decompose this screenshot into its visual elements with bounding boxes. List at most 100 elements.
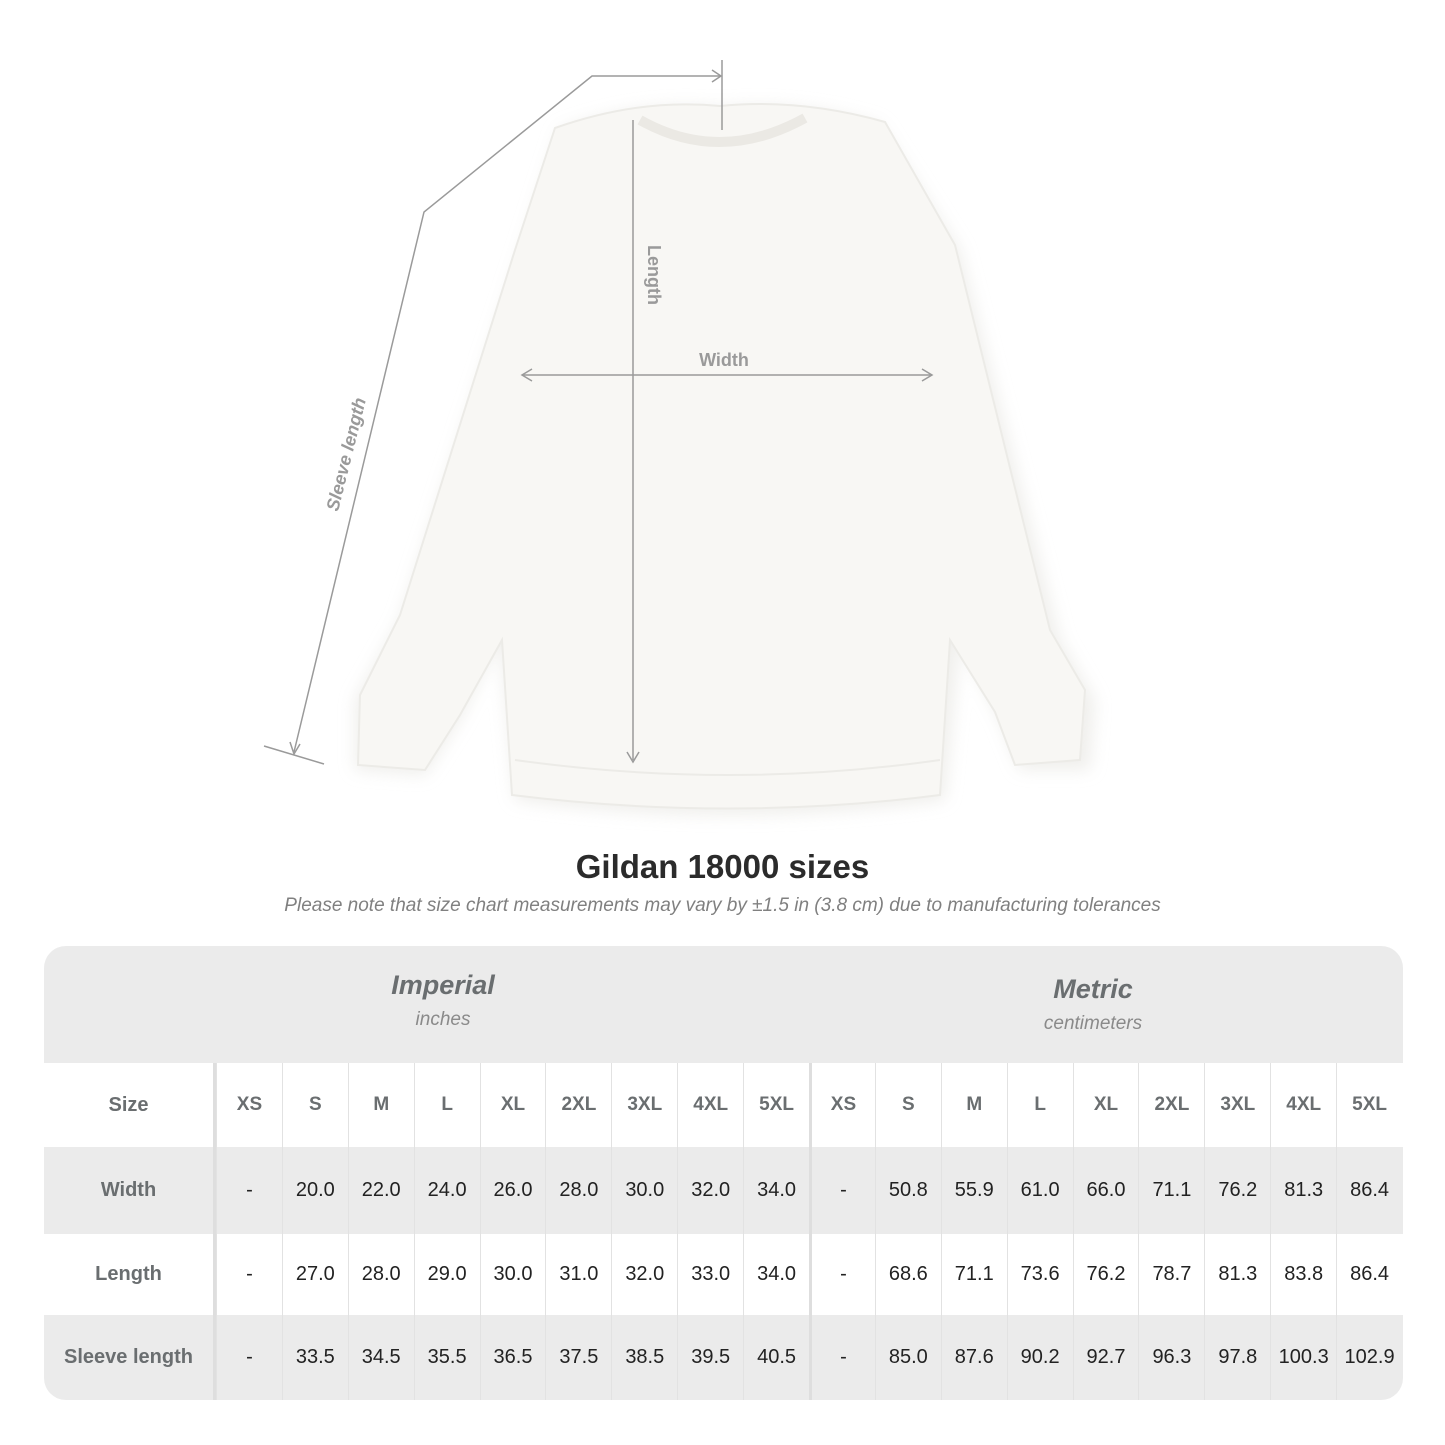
size-header-cell: S: [281, 1063, 348, 1147]
size-header-cell: M: [347, 1063, 414, 1147]
width-arrow-right: [921, 368, 934, 382]
imperial-cell: -: [216, 1234, 282, 1315]
size-header-cell: 2XL: [1138, 1063, 1204, 1147]
size-header-cell: 3XL: [611, 1063, 677, 1147]
imperial-cell: 32.0: [677, 1147, 743, 1234]
imperial-cell: 20.0: [281, 1147, 348, 1234]
table-row: Length -27.0 28.0 29.0 30.0 31.0 32.0 33.0 34.0-…: [44, 1234, 1403, 1315]
imperial-title: Imperial: [391, 970, 495, 1000]
row-label: Length: [44, 1234, 216, 1315]
size-header-cell: L: [1006, 1063, 1073, 1147]
metric-cell: 96.3: [1138, 1315, 1204, 1400]
size-header-cell: M: [940, 1063, 1007, 1147]
metric-cell: 71.1: [940, 1234, 1007, 1315]
size-header-cell: 3XL: [1204, 1063, 1270, 1147]
size-header-cell: 4XL: [1270, 1063, 1336, 1147]
metric-cell: 90.2: [1006, 1315, 1073, 1400]
imperial-cell: 26.0: [479, 1147, 546, 1234]
sleeve-arrow-bottom: [289, 741, 301, 756]
size-header-cell: 2XL: [545, 1063, 611, 1147]
width-arrow-left: [520, 368, 533, 382]
imperial-cell: 38.5: [611, 1315, 677, 1400]
metric-cell: 76.2: [1072, 1234, 1139, 1315]
size-header-cell: 4XL: [677, 1063, 743, 1147]
metric-cell: 61.0: [1006, 1147, 1073, 1234]
imperial-cell: 29.0: [413, 1234, 480, 1315]
sleeve-line: [293, 75, 720, 753]
size-header-row: Size XS S M L XL 2XL 3XL 4XL 5XL XS S M L XL 2XL 3XL 4XL 5…: [44, 1063, 1403, 1147]
sleeve-arrow-top: [711, 69, 723, 83]
width-label: Width: [699, 350, 749, 370]
metric-cell: 83.8: [1270, 1234, 1336, 1315]
tolerance-note: Please note that size chart measurements…: [284, 895, 1161, 916]
imperial-cell: -: [216, 1315, 282, 1400]
row-label: Width: [44, 1147, 216, 1234]
imperial-cell: 35.5: [413, 1315, 480, 1400]
imperial-cell: 36.5: [479, 1315, 546, 1400]
size-header-cell: 5XL: [1336, 1063, 1402, 1147]
imperial-cell: 27.0: [281, 1234, 348, 1315]
imperial-cell: 33.0: [677, 1234, 743, 1315]
measurement-lines: [263, 60, 934, 765]
row-label: Size: [44, 1063, 216, 1147]
metric-cell: -: [809, 1147, 875, 1234]
length-arrow: [626, 751, 640, 764]
metric-cell: 81.3: [1270, 1147, 1336, 1234]
sweatshirt-illustration: Length Width Sleeve length: [263, 60, 1095, 815]
metric-cell: 97.8: [1204, 1315, 1270, 1400]
imperial-cell: 30.0: [479, 1234, 546, 1315]
length-label: Length: [644, 245, 664, 305]
metric-cell: -: [809, 1315, 875, 1400]
metric-cell: 92.7: [1072, 1315, 1139, 1400]
metric-cell: 86.4: [1336, 1234, 1402, 1315]
sweatshirt-image: [355, 103, 1095, 815]
imperial-cell: 33.5: [281, 1315, 348, 1400]
size-header-cell: XS: [809, 1063, 875, 1147]
imperial-cell: 40.5: [743, 1315, 809, 1400]
metric-cell: 68.6: [874, 1234, 941, 1315]
size-header-cell: XL: [1072, 1063, 1139, 1147]
imperial-cell: 34.0: [743, 1147, 809, 1234]
metric-cell: 55.9: [940, 1147, 1007, 1234]
size-header-cell: 5XL: [743, 1063, 809, 1147]
imperial-cell: 39.5: [677, 1315, 743, 1400]
imperial-cell: 31.0: [545, 1234, 611, 1315]
imperial-cell: 22.0: [347, 1147, 414, 1234]
imperial-cell: 32.0: [611, 1234, 677, 1315]
size-header-cell: XL: [479, 1063, 546, 1147]
imperial-cell: 28.0: [347, 1234, 414, 1315]
metric-cell: 102.9: [1336, 1315, 1402, 1400]
metric-cell: 81.3: [1204, 1234, 1270, 1315]
imperial-unit: inches: [415, 1009, 471, 1030]
metric-title: Metric: [1053, 974, 1133, 1004]
metric-cell: 76.2: [1204, 1147, 1270, 1234]
imperial-cell: 37.5: [545, 1315, 611, 1400]
metric-cell: 50.8: [874, 1147, 941, 1234]
page-title: Gildan 18000 sizes: [575, 848, 870, 885]
metric-cell: 66.0: [1072, 1147, 1139, 1234]
imperial-cell: 24.0: [413, 1147, 480, 1234]
imperial-cell: 34.0: [743, 1234, 809, 1315]
imperial-cell: 30.0: [611, 1147, 677, 1234]
table-header-band: [44, 946, 1403, 1063]
metric-cell: 87.6: [940, 1315, 1007, 1400]
metric-cell: 85.0: [874, 1315, 941, 1400]
imperial-cell: -: [216, 1147, 282, 1234]
imperial-cell: 34.5: [347, 1315, 414, 1400]
metric-cell: -: [809, 1234, 875, 1315]
table-row: Width -20.0 22.0 24.0 26.0 28.0 30.0 32.0 34.0-5…: [44, 1147, 1403, 1234]
metric-cell: 86.4: [1336, 1147, 1402, 1234]
size-header-cell: S: [874, 1063, 941, 1147]
metric-cell: 100.3: [1270, 1315, 1336, 1400]
size-header-cell: L: [413, 1063, 480, 1147]
table-row: Sleeve length -33.5 34.5 35.5 36.5 37.5 38.5 39…: [44, 1315, 1403, 1400]
metric-cell: 78.7: [1138, 1234, 1204, 1315]
imperial-cell: 28.0: [545, 1147, 611, 1234]
metric-cell: 71.1: [1138, 1147, 1204, 1234]
size-header-cell: XS: [216, 1063, 282, 1147]
imperial-header: Imperial inches: [216, 970, 670, 1031]
row-label: Sleeve length: [44, 1315, 216, 1400]
metric-cell: 73.6: [1006, 1234, 1073, 1315]
metric-header: Metric centimeters: [809, 974, 1377, 1035]
sleeve-length-label: Sleeve length: [322, 396, 369, 513]
